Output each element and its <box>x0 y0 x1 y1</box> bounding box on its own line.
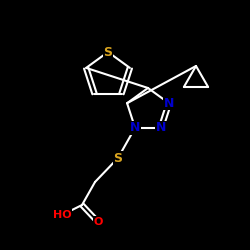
Text: N: N <box>164 97 174 110</box>
Text: S: S <box>104 46 112 59</box>
Text: S: S <box>114 152 122 164</box>
Text: N: N <box>156 121 166 134</box>
Text: N: N <box>130 121 140 134</box>
Text: HO: HO <box>53 210 71 220</box>
Text: O: O <box>93 217 103 227</box>
